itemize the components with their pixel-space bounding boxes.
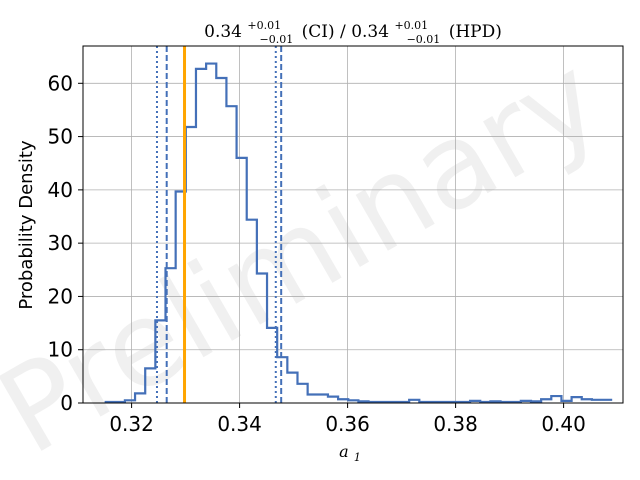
y-axis-label: Probability Density bbox=[16, 140, 37, 310]
ticks: 0.32 0.34 0.36 0.38 0.40 0 10 20 30 40 50 60 bbox=[48, 71, 586, 436]
x-axis-label-base: a bbox=[339, 442, 349, 461]
y-tick-label: 10 bbox=[48, 338, 73, 362]
x-tick-label: 0.36 bbox=[325, 412, 370, 436]
title-ci-value: 0.34 bbox=[204, 22, 242, 42]
interval-lines bbox=[155, 46, 283, 403]
y-tick-label: 20 bbox=[48, 284, 73, 308]
histogram-bin bbox=[277, 357, 287, 403]
title-hpd-lower: −0.01 bbox=[407, 33, 441, 46]
x-tick-label: 0.38 bbox=[433, 412, 478, 436]
y-tick-label: 0 bbox=[60, 391, 73, 415]
x-axis-label: a 1 bbox=[339, 442, 361, 464]
y-tick-label: 40 bbox=[48, 178, 73, 202]
y-tick-label: 60 bbox=[48, 71, 73, 95]
x-tick-label: 0.34 bbox=[217, 412, 262, 436]
title-hpd-value: 0.34 bbox=[351, 22, 389, 42]
chart-title: 0.34 +0.01 −0.01 (CI) / 0.34 +0.01 −0.01… bbox=[204, 14, 502, 48]
title-hpd-upper: +0.01 bbox=[394, 19, 428, 32]
histogram-bin bbox=[297, 384, 307, 403]
watermark: Preliminary bbox=[0, 28, 623, 480]
x-axis-label-subscript: 1 bbox=[354, 451, 361, 464]
y-tick-label: 50 bbox=[48, 125, 73, 149]
histogram-bin bbox=[318, 394, 328, 403]
title-ci-tag: (CI) bbox=[302, 22, 335, 42]
title-separator: / bbox=[340, 22, 346, 42]
x-tick-label: 0.40 bbox=[541, 412, 586, 436]
title-ci-lower: −0.01 bbox=[260, 33, 294, 46]
histogram-bin bbox=[287, 373, 297, 403]
y-tick-label: 30 bbox=[48, 231, 73, 255]
title-ci-upper: +0.01 bbox=[247, 19, 281, 32]
plot-frame bbox=[82, 45, 624, 404]
x-tick-label: 0.32 bbox=[109, 412, 154, 436]
histogram-bin bbox=[308, 394, 318, 403]
title-hpd-tag: (HPD) bbox=[449, 22, 502, 42]
